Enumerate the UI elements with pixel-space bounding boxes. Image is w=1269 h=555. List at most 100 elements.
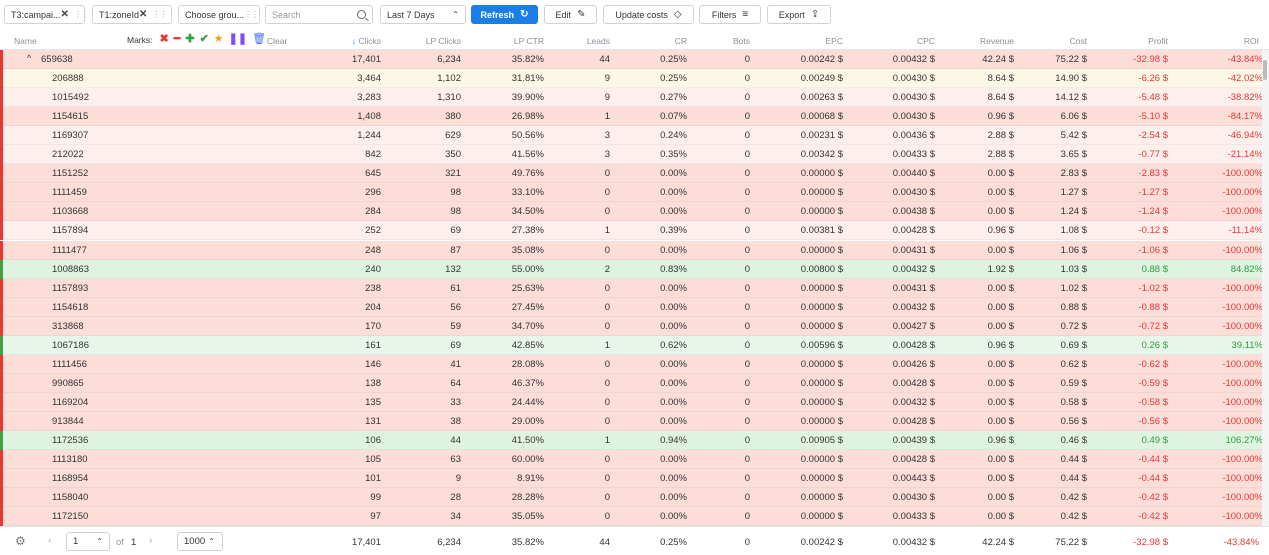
column-header-cpc[interactable]: CPC	[917, 36, 935, 46]
table-row[interactable]: 1169307 1,244 629 50.56% 3 0.24% 0 0.00231 $ 0.0…	[0, 126, 1263, 146]
column-header-profit[interactable]: Profit	[1148, 36, 1168, 46]
group-row[interactable]: ^ 659638 17,401 6,234 35.82% 44 0.25% 0 0.00242 …	[0, 50, 1263, 69]
table-row[interactable]: 1015492 3,283 1,310 39.90% 9 0.27% 0 0.00263 $ 0…	[0, 88, 1263, 108]
column-header-leads[interactable]: Leads	[586, 36, 610, 46]
page-input[interactable]: 1 ⌃	[66, 532, 110, 551]
cell-epc: 0.00000 $	[800, 473, 843, 485]
column-header-epc[interactable]: EPC	[825, 36, 843, 46]
cell-clicks: 296	[365, 187, 381, 199]
clear-marks-link[interactable]: Clear	[267, 36, 288, 46]
table-row[interactable]: 1103668 284 98 34.50% 0 0.00% 0 0.00000 $ 0.0043…	[0, 202, 1263, 222]
chevron-right-icon[interactable]: ›	[149, 535, 153, 546]
total-profit: -32.98 $	[1133, 537, 1168, 548]
column-header-name[interactable]: Name	[14, 36, 37, 46]
total-roi: -43.84%	[1223, 537, 1259, 548]
check-mark-icon[interactable]: ✔	[199, 33, 209, 45]
refresh-button[interactable]: Refresh ↻	[471, 5, 538, 24]
column-header-cr[interactable]: CR	[674, 36, 687, 46]
table-row[interactable]: 1169204 135 33 24.44% 0 0.00% 0 0.00000 $ 0.0043…	[0, 392, 1263, 412]
cell-clicks: 238	[365, 282, 381, 294]
cell-cr: 0.00%	[660, 396, 687, 408]
trash-icon[interactable]: 🗑	[252, 33, 267, 45]
export-button[interactable]: Export ⇪	[767, 5, 831, 24]
per-page-select[interactable]: 1000 ⌃	[177, 532, 223, 551]
cell-leads: 0	[604, 168, 610, 180]
star-mark-icon[interactable]: ★	[213, 33, 224, 45]
cell-leads: 0	[604, 282, 610, 294]
column-header-lp-clicks[interactable]: LP Clicks	[425, 36, 461, 46]
cell-profit: -1.27 $	[1138, 187, 1168, 199]
close-icon[interactable]: ✕	[60, 9, 69, 20]
table-row[interactable]: 1154615 1,408 380 26.98% 1 0.07% 0 0.00068 $ 0.0…	[0, 107, 1263, 127]
table-row[interactable]: 1172150 97 34 35.05% 0 0.00% 0 0.00000 $ 0.00433…	[0, 507, 1263, 526]
table-row[interactable]: 1154618 204 56 27.45% 0 0.00% 0 0.00000 $ 0.0043…	[0, 297, 1263, 317]
cell-cpc: 0.00428 $	[892, 225, 935, 237]
table-row[interactable]: 1067186 161 69 42.85% 1 0.62% 0 0.00596 $ 0.0042…	[0, 335, 1263, 355]
column-header-clicks[interactable]: ↓ Clicks	[352, 36, 381, 46]
table-row[interactable]: 990865 138 64 46.37% 0 0.00% 0 0.00000 $ 0.00428…	[0, 373, 1263, 393]
table-row[interactable]: 1008863 240 132 55.00% 2 0.83% 0 0.00800 $ 0.004…	[0, 259, 1263, 279]
table-row[interactable]: 1157894 252 69 27.38% 1 0.39% 0 0.00381 $ 0.0042…	[0, 221, 1263, 241]
cell-epc: 0.00596 $	[800, 339, 843, 351]
date-range-select[interactable]: Last 7 Days ⌃	[380, 5, 466, 24]
filter-chip-label: T1:zoneId	[99, 9, 140, 20]
filters-button[interactable]: Filters ≡	[699, 5, 761, 24]
row-status-bar	[0, 88, 3, 108]
table-row[interactable]: 206888 3,464 1,102 31.81% 9 0.25% 0 0.00249 $ 0.…	[0, 69, 1263, 89]
column-header-lp-ctr[interactable]: LP CTR	[513, 36, 544, 46]
table-row[interactable]: 1113180 105 63 60.00% 0 0.00% 0 0.00000 $ 0.0042…	[0, 450, 1263, 470]
pause-mark-icon[interactable]: ❚❚	[228, 33, 248, 45]
scrollbar-thumb[interactable]	[1263, 60, 1267, 80]
row-status-bar	[0, 507, 3, 526]
cell-clicks: 284	[365, 206, 381, 218]
drag-handle-icon[interactable]: ⋮⋮	[244, 10, 259, 19]
column-header-cost[interactable]: Cost	[1069, 36, 1087, 46]
edit-button[interactable]: Edit ✎	[544, 5, 597, 24]
cell-revenue: 0.00 $	[987, 168, 1014, 180]
update-costs-button[interactable]: Update costs ◇	[603, 5, 694, 24]
column-header-revenue[interactable]: Revenue	[979, 36, 1014, 46]
cell-roi: -100.00%	[1222, 473, 1263, 485]
cell-clicks: 842	[365, 149, 381, 161]
scrollbar[interactable]	[1262, 50, 1269, 526]
cell-cr: 0.00%	[660, 454, 687, 466]
plus-mark-icon[interactable]: ✚	[185, 33, 195, 45]
table-row[interactable]: 1172536 106 44 41.50% 1 0.94% 0 0.00905 $ 0.0043…	[0, 431, 1263, 450]
table-row[interactable]: 212022 842 350 41.56% 3 0.35% 0 0.00342 $ 0.0043…	[0, 145, 1263, 165]
row-status-bar	[0, 297, 3, 317]
table-row[interactable]: 313868 170 59 34.70% 0 0.00% 0 0.00000 $ 0.00427…	[0, 316, 1263, 336]
row-status-bar	[0, 278, 3, 298]
group-select[interactable]: Choose grou... ⋮⋮	[178, 5, 260, 24]
table-row[interactable]: 1111459 296 98 33.10% 0 0.00% 0 0.00000 $ 0.0043…	[0, 183, 1263, 203]
cell-leads: 0	[604, 244, 610, 256]
column-header-bots[interactable]: Bots	[732, 36, 750, 46]
cell-lp-clicks: 380	[445, 111, 461, 123]
pencil-icon: ✎	[577, 9, 586, 20]
cross-mark-icon[interactable]: ✖	[159, 33, 169, 45]
chevron-left-icon[interactable]: ‹	[48, 535, 52, 546]
cell-lp-clicks: 6,234	[437, 54, 461, 65]
row-name: 1157894	[52, 225, 89, 237]
settings-gear-icon[interactable]: ⚙	[15, 534, 26, 548]
collapse-chevron-icon[interactable]: ^	[27, 53, 32, 63]
table-row[interactable]: 1151252 645 321 49.76% 0 0.00% 0 0.00000 $ 0.004…	[0, 164, 1263, 184]
cell-bots: 0	[744, 130, 750, 142]
cell-cr: 0.62%	[660, 339, 687, 351]
cell-leads: 0	[604, 358, 610, 370]
filter-chip-campaign[interactable]: T3:campai... ✕ ⋮⋮	[4, 5, 89, 24]
column-header-roi[interactable]: ROI	[1243, 36, 1259, 46]
drag-handle-icon[interactable]: ⋮⋮	[152, 10, 167, 19]
drag-handle-icon[interactable]: ⋮⋮	[73, 10, 89, 19]
table-row[interactable]: 1111456 146 41 28.08% 0 0.00% 0 0.00000 $ 0.0042…	[0, 354, 1263, 374]
filter-chip-zone[interactable]: T1:zoneId ✕ ⋮⋮	[92, 5, 172, 24]
minus-mark-icon[interactable]: ━	[173, 33, 181, 45]
table-row[interactable]: 913844 131 38 29.00% 0 0.00% 0 0.00000 $ 0.00428…	[0, 411, 1263, 431]
table-row[interactable]: 1157893 238 61 25.63% 0 0.00% 0 0.00000 $ 0.0043…	[0, 278, 1263, 298]
close-icon[interactable]: ✕	[139, 9, 148, 20]
search-input[interactable]: Search	[265, 5, 373, 24]
cell-leads: 1	[604, 339, 610, 351]
table-row[interactable]: 1168954 101 9 8.91% 0 0.00% 0 0.00000 $ 0.00443 …	[0, 469, 1263, 489]
table-row[interactable]: 1111477 248 87 35.08% 0 0.00% 0 0.00000 $ 0.0043…	[0, 240, 1263, 260]
table-row[interactable]: 1158040 99 28 28.28% 0 0.00% 0 0.00000 $ 0.00430…	[0, 488, 1263, 508]
cell-epc: 0.00000 $	[800, 320, 843, 332]
